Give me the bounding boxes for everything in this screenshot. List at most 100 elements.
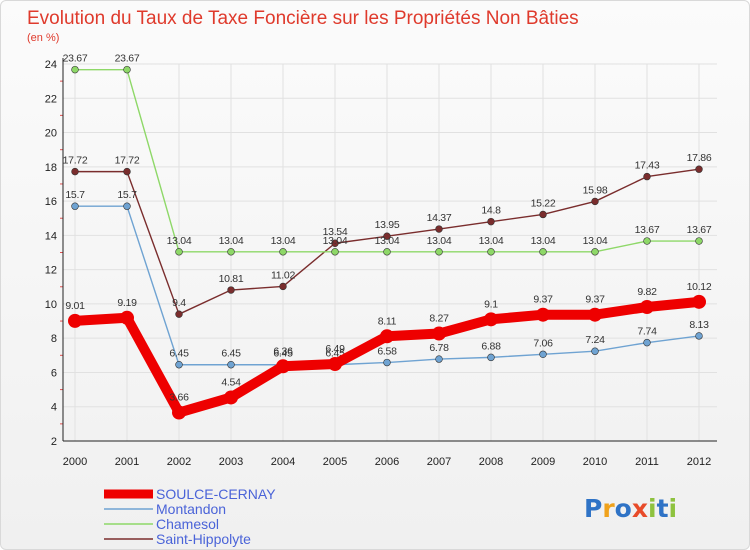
data-point	[588, 307, 602, 322]
x-tick-label: 2010	[583, 456, 607, 468]
data-point	[328, 357, 342, 372]
data-point	[432, 326, 446, 341]
data-label: 14.37	[427, 212, 452, 224]
data-label: 9.37	[533, 294, 553, 306]
y-tick-label: 6	[51, 367, 57, 379]
data-point	[123, 65, 131, 74]
data-label: 17.72	[115, 155, 140, 167]
data-point	[539, 210, 547, 219]
data-label: 13.67	[635, 224, 660, 236]
logo-letter: P	[584, 494, 602, 523]
data-point	[224, 390, 238, 405]
data-label: 17.86	[687, 152, 712, 164]
series-soulce-cernay: 9.01 9.19 3.66 4.54 6.36 6.49 8.11 8.27 9.1 9.37 9…	[65, 281, 712, 420]
data-label: 4.54	[221, 376, 241, 388]
x-tick-label: 2012	[687, 456, 711, 468]
data-label: 11.02	[271, 269, 295, 281]
y-tick-label: 20	[45, 128, 57, 140]
data-label: 7.24	[585, 334, 605, 346]
data-point	[539, 248, 547, 256]
y-tick-label: 16	[45, 196, 57, 208]
x-tick-label: 2005	[323, 456, 347, 468]
data-label: 14.8	[481, 205, 501, 217]
series-chamesol: 23.67 23.67 13.04 13.04 13.04 13.04 13.04 13.04…	[63, 53, 712, 256]
data-label: 7.06	[533, 337, 553, 349]
logo-letter: r	[602, 494, 615, 523]
data-point	[71, 202, 79, 210]
data-label: 23.67	[115, 53, 140, 65]
y-tick-label: 22	[45, 93, 57, 105]
y-tick-label: 10	[45, 299, 57, 311]
data-label: 10.12	[687, 281, 712, 293]
data-label: 6.45	[169, 348, 189, 360]
data-label: 9.01	[65, 300, 85, 312]
data-point	[172, 405, 186, 420]
logo-letter: o	[615, 494, 632, 523]
data-label: 13.04	[323, 235, 348, 247]
data-label: 9.82	[637, 286, 657, 298]
proxiti-logo: Proxiti	[584, 494, 677, 523]
data-point	[123, 202, 131, 210]
x-tick-label: 2004	[271, 456, 295, 468]
data-label: 9.37	[585, 294, 605, 306]
chart-title: Evolution du Taux de Taxe Foncière sur l…	[27, 8, 579, 29]
logo-letter: i	[669, 494, 678, 523]
data-label: 13.04	[427, 235, 452, 247]
data-point	[487, 217, 495, 226]
data-label: 13.95	[375, 219, 400, 231]
data-point	[536, 307, 550, 322]
logo-letter: i	[648, 494, 657, 523]
data-label: 13.04	[531, 235, 556, 247]
data-label: 13.04	[219, 235, 244, 247]
data-label: 6.78	[429, 342, 449, 354]
data-point	[279, 248, 287, 256]
data-point	[331, 239, 339, 247]
y-tick-label: 8	[51, 333, 57, 345]
data-point	[435, 355, 443, 363]
data-point	[175, 248, 183, 256]
data-label: 6.45	[221, 348, 241, 360]
legend: SOULCE-CERNAYMontandonChamesolSaint-Hipp…	[104, 486, 276, 547]
data-point	[643, 338, 651, 347]
data-label: 13.67	[687, 224, 712, 236]
data-label: 13.04	[375, 235, 400, 247]
logo-letter: x	[632, 494, 648, 523]
x-tick-label: 2006	[375, 456, 399, 468]
data-label: 6.88	[481, 340, 501, 352]
series-saint-hippolyte: 17.72 17.72 9.4 10.81 11.02 13.54 13.95 14.37 14…	[63, 152, 712, 318]
data-label: 8.13	[689, 319, 709, 331]
series: 17.72 17.72 9.4 10.81 11.02 13.54 13.95 14.37 14…	[63, 53, 712, 420]
data-point	[227, 286, 235, 294]
data-label: 15.7	[117, 189, 137, 201]
data-label: 8.11	[378, 315, 397, 327]
data-point	[435, 248, 443, 256]
data-point	[71, 167, 79, 176]
data-label: 7.74	[637, 326, 657, 338]
data-point	[175, 310, 183, 318]
x-tick-label: 2008	[479, 456, 503, 468]
data-point	[276, 359, 290, 374]
y-tick-label: 24	[45, 59, 57, 71]
data-label: 6.36	[273, 345, 293, 357]
data-label: 13.04	[271, 235, 296, 247]
data-point	[640, 299, 654, 314]
data-label: 9.1	[484, 298, 498, 310]
data-point	[331, 248, 339, 256]
data-label: 13.04	[583, 235, 608, 247]
x-tick-label: 2011	[635, 456, 659, 468]
data-point	[227, 361, 235, 369]
x-tick-label: 2003	[219, 456, 243, 468]
data-label: 15.7	[65, 189, 85, 201]
data-label: 13.54	[323, 226, 348, 238]
data-point	[539, 350, 547, 358]
data-point	[71, 65, 79, 74]
y-tick-label: 14	[45, 230, 57, 242]
data-label: 13.04	[479, 235, 504, 247]
data-point	[695, 165, 703, 173]
series-montandon: 15.7 15.76.45 6.45 6.45 6.45 6.58 6.78 6.88 7.06…	[65, 189, 709, 369]
data-label: 6.45	[273, 348, 293, 360]
data-point	[643, 172, 651, 181]
data-point	[435, 225, 443, 233]
data-point	[279, 282, 287, 291]
